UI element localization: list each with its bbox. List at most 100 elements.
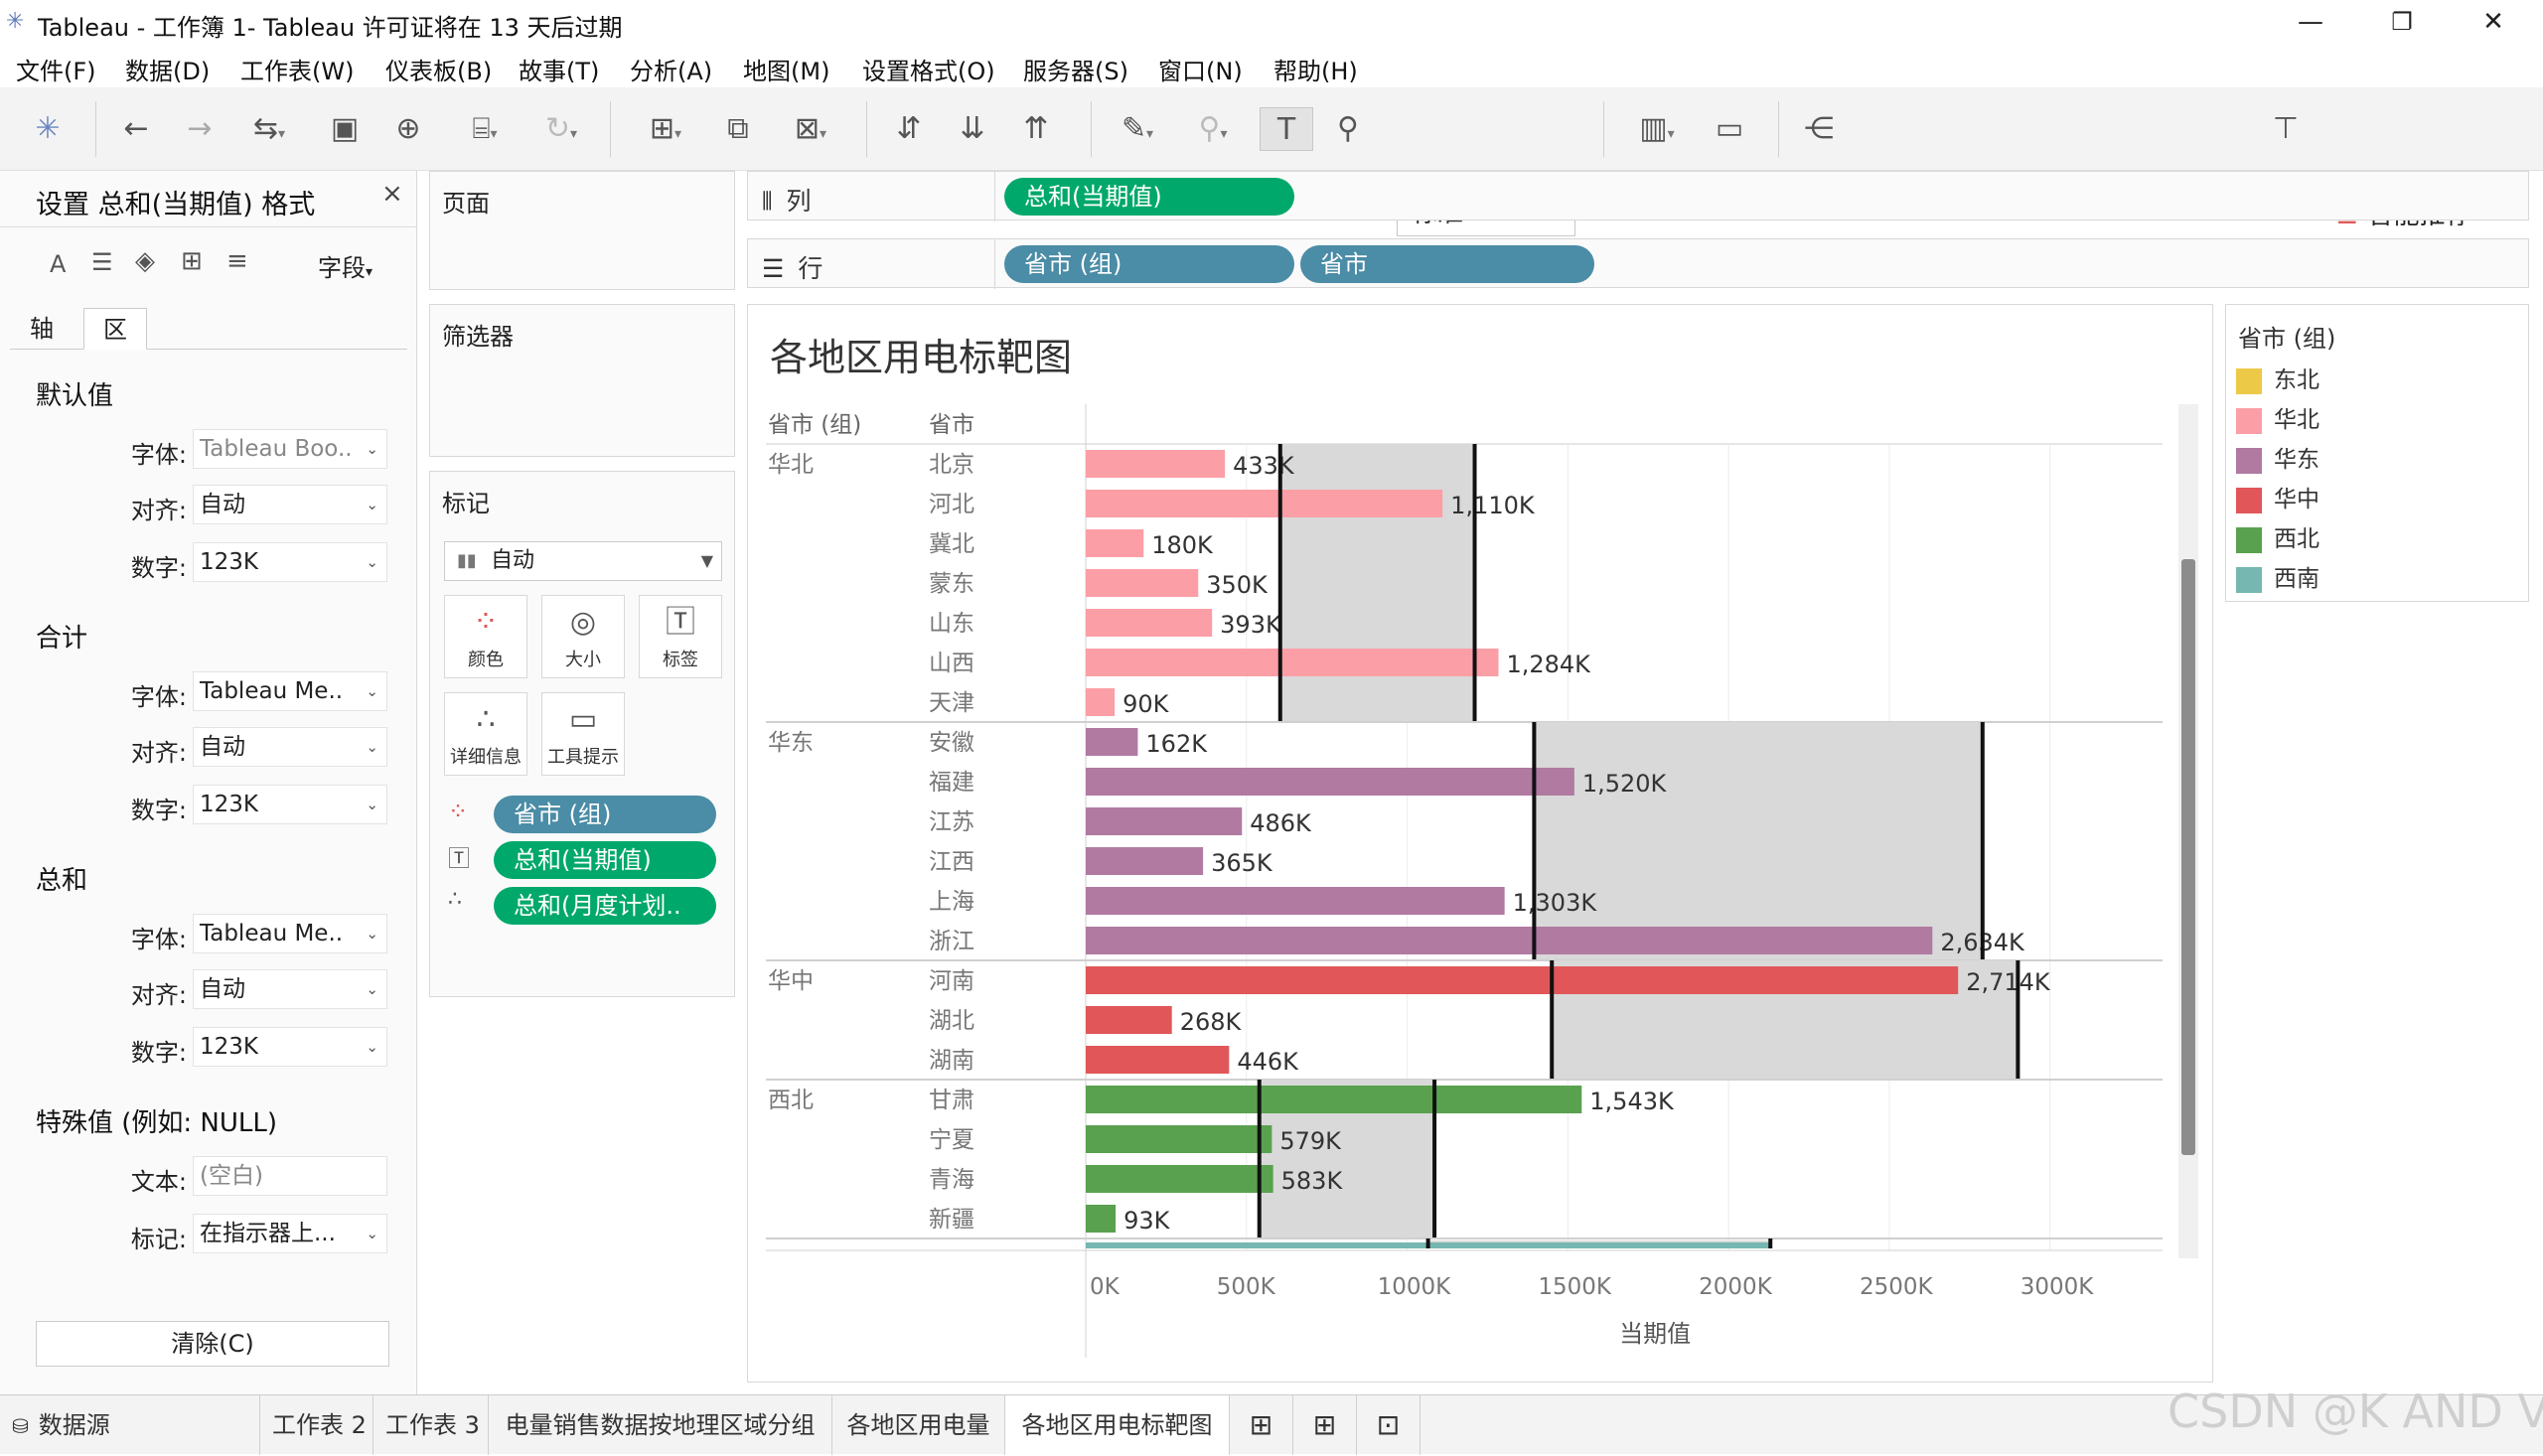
tab-axis[interactable]: 轴 — [30, 315, 54, 343]
legend-item[interactable]: 东北 — [2236, 361, 2319, 394]
special-mark-select[interactable]: 在指示器上... ⌄ — [193, 1214, 387, 1253]
columns-shelf[interactable]: ⫴ 列 总和(当期值) — [747, 171, 2529, 221]
legend-item[interactable]: 西北 — [2236, 519, 2319, 553]
tab-sheet-3[interactable]: 工作表 3 — [374, 1395, 489, 1455]
bar — [1086, 649, 1499, 676]
share-icon[interactable]: ⋲ — [1804, 111, 1834, 146]
shading-tab-icon[interactable]: ◈ — [135, 246, 155, 276]
menu-story[interactable]: 故事(T) — [519, 58, 600, 85]
sort-ascending-icon[interactable]: ⇊ — [960, 111, 985, 146]
menu-analysis[interactable]: 分析(A) — [630, 58, 713, 85]
alignment-tab-icon[interactable]: ☰ — [91, 248, 113, 276]
legend-item[interactable]: 华北 — [2236, 400, 2319, 434]
new-sheet-icon[interactable]: ⊞▾ — [649, 111, 682, 146]
legend-swatch — [2236, 566, 2262, 593]
marks-pill-monthly-plan[interactable]: 总和(月度计划.. — [494, 887, 716, 925]
group-members-icon[interactable]: ⚲▾ — [1198, 111, 1228, 146]
menu-data[interactable]: 数据(D) — [125, 58, 211, 85]
rows-pill-province-group[interactable]: 省市 (组) — [1004, 245, 1294, 283]
default-align-select[interactable]: 自动 ⌄ — [193, 485, 387, 524]
detail-mark-button[interactable]: ∴ 详细信息 — [444, 692, 527, 776]
menu-window[interactable]: 窗口(N) — [1158, 58, 1243, 85]
color-mark-button[interactable]: ⁘ 颜色 — [444, 595, 527, 678]
tab-data-source[interactable]: ⛁ 数据源 — [0, 1395, 260, 1455]
tab-pane[interactable]: 区 — [83, 308, 147, 350]
province-label: 湖北 — [929, 1008, 974, 1034]
lines-tab-icon[interactable]: ≡ — [226, 246, 248, 276]
province-label: 山西 — [929, 651, 974, 676]
undo-icon[interactable]: ← — [123, 111, 149, 146]
marks-pill-current-value[interactable]: 总和(当期值) — [494, 841, 716, 879]
new-worksheet-icon[interactable]: ⊞ — [1230, 1395, 1293, 1455]
menu-dashboard[interactable]: 仪表板(B) — [385, 58, 493, 85]
size-mark-button[interactable]: ◎ 大小 — [541, 595, 625, 678]
label-mark-button[interactable]: 🅃 标签 — [639, 595, 722, 678]
pin-icon[interactable]: ⊤ — [2272, 111, 2300, 146]
tab-bullet-chart[interactable]: 各地区用电标靶图 — [1005, 1395, 1230, 1455]
close-icon[interactable]: × — [381, 179, 403, 209]
grand-align-select[interactable]: 自动 ⌄ — [193, 969, 387, 1009]
legend-swatch — [2236, 407, 2262, 434]
menu-worksheet[interactable]: 工作表(W) — [240, 58, 355, 85]
totals-font-select[interactable]: Tableau Me.. ⌄ — [193, 671, 387, 711]
x-tick-label: 500K — [1217, 1274, 1276, 1300]
swap-icon[interactable]: ⇆▾ — [252, 111, 286, 146]
rows-shelf[interactable]: ☰ 行 省市 (组) 省市 — [747, 238, 2529, 289]
field-dropdown[interactable]: 字段▾ — [318, 254, 374, 282]
bar-value-label: 1,284K — [1506, 651, 1591, 678]
filters-card[interactable]: 筛选器 — [429, 304, 735, 457]
menu-format[interactable]: 设置格式(O) — [862, 58, 995, 85]
menu-server[interactable]: 服务器(S) — [1023, 58, 1128, 85]
menu-file[interactable]: 文件(F) — [16, 58, 96, 85]
sort-descending-icon[interactable]: ⇈ — [1023, 111, 1049, 146]
new-dashboard-icon[interactable]: ⊞ — [1293, 1395, 1357, 1455]
rows-pill-province[interactable]: 省市 — [1300, 245, 1594, 283]
new-story-icon[interactable]: ⊡ — [1357, 1395, 1421, 1455]
legend-item[interactable]: 华中 — [2236, 480, 2319, 513]
clear-sheet-icon[interactable]: ⊠▾ — [794, 111, 827, 146]
grand-font-label: 字体: — [130, 926, 187, 953]
tab-region-grouping[interactable]: 电量销售数据按地理区域分组 — [489, 1395, 832, 1455]
tableau-start-icon[interactable]: ✳ — [35, 111, 61, 146]
default-number-select[interactable]: 123K ⌄ — [193, 542, 387, 582]
default-font-select[interactable]: Tableau Boo.. ⌄ — [193, 429, 387, 469]
totals-align-select[interactable]: 自动 ⌄ — [193, 727, 387, 767]
save-icon[interactable]: ▣ — [330, 111, 360, 146]
totals-number-select[interactable]: 123K ⌄ — [193, 785, 387, 824]
grand-font-select[interactable]: Tableau Me.. ⌄ — [193, 914, 387, 953]
borders-tab-icon[interactable]: ⊞ — [181, 246, 203, 276]
bar-value-label: 433K — [1233, 452, 1295, 480]
legend-item[interactable]: 西南 — [2236, 559, 2319, 593]
restore-button[interactable]: ❐ — [2391, 8, 2413, 36]
menu-help[interactable]: 帮助(H) — [1273, 58, 1358, 85]
database-icon[interactable]: ⌸▾ — [472, 111, 498, 146]
legend-item[interactable]: 华东 — [2236, 440, 2319, 474]
highlight-icon[interactable]: ✎▾ — [1121, 111, 1154, 146]
new-datasource-icon[interactable]: ⊕ — [395, 111, 421, 146]
special-text-input[interactable]: (空白) — [193, 1156, 387, 1196]
marks-pill-province-group[interactable]: 省市 (组) — [494, 796, 716, 833]
minimize-button[interactable]: — — [2298, 7, 2323, 37]
tab-sheet-2[interactable]: 工作表 2 — [260, 1395, 374, 1455]
columns-pill-current-value[interactable]: 总和(当期值) — [1004, 178, 1294, 216]
tooltip-mark-button[interactable]: ▭ 工具提示 — [541, 692, 625, 776]
mark-type-select[interactable]: ▮▮ 自动 ▼ — [444, 541, 722, 581]
show-mark-labels-icon[interactable]: T — [1260, 107, 1313, 151]
font-tab-icon[interactable]: A — [50, 250, 67, 278]
duplicate-sheet-icon[interactable]: ⧉ — [727, 111, 749, 146]
show-cards-icon[interactable]: ▥▾ — [1639, 111, 1675, 146]
swap-rows-columns-icon[interactable]: ⇵ — [896, 111, 922, 146]
presentation-mode-icon[interactable]: ▭ — [1715, 111, 1744, 146]
tab-region-consumption[interactable]: 各地区用电量 — [832, 1395, 1005, 1455]
format-tabs: 轴 区 — [10, 308, 407, 350]
redo-icon[interactable]: → — [187, 111, 213, 146]
close-button[interactable]: ✕ — [2482, 7, 2504, 37]
grand-number-select[interactable]: 123K ⌄ — [193, 1027, 387, 1067]
province-label: 青海 — [929, 1167, 974, 1193]
viz-area: 各地区用电标靶图 省市 (组) 省市 华北 北京 433K 河北 1,110K 冀北 180K 蒙… — [747, 304, 2213, 1383]
refresh-icon[interactable]: ↻▾ — [544, 111, 578, 146]
fix-axes-icon[interactable]: ⚲ — [1337, 111, 1359, 146]
province-label: 北京 — [929, 452, 974, 478]
clear-button[interactable]: 清除(C) — [36, 1321, 389, 1367]
menu-map[interactable]: 地图(M) — [743, 58, 830, 85]
